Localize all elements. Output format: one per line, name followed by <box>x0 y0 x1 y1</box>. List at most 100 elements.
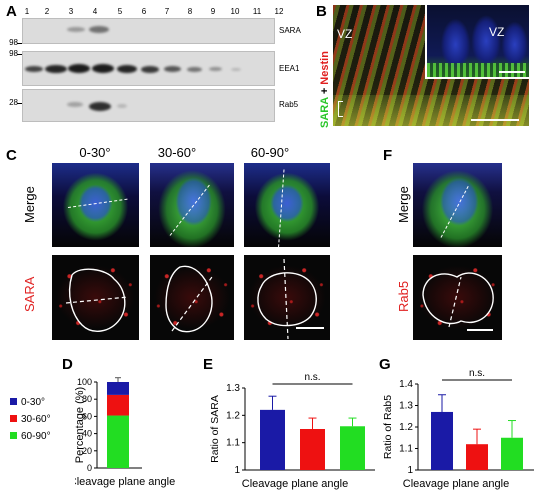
legend-entry: 30-60° <box>10 411 51 428</box>
y-tick-label: 1 <box>407 465 413 476</box>
lane-number: 12 <box>274 7 284 16</box>
lane-number: 3 <box>68 7 74 16</box>
vz-bracket <box>338 101 343 117</box>
chart-g: 1 1.1 1.2 1.3 1.4 n.s. Ratio of Rab5 Cleavage p… <box>382 368 534 490</box>
cell-image-merge-rab5 <box>413 163 502 247</box>
panel-label-g: G <box>379 356 391 373</box>
y-tick-label: 80 <box>82 394 92 404</box>
panel-label-a: A <box>6 3 17 20</box>
panel-label-b: B <box>316 3 327 20</box>
lane-number: 10 <box>230 7 240 16</box>
lane-number: 7 <box>164 7 170 16</box>
stain-legend: SARA + Nestin <box>319 38 333 128</box>
column-title: 30-60° <box>157 145 197 160</box>
cell-outline <box>422 272 494 328</box>
cell-image-merge-60-90 <box>244 163 330 247</box>
bar-segment <box>107 382 129 395</box>
y-tick-label: 1.3 <box>226 383 240 394</box>
lane-number: 5 <box>117 7 123 16</box>
y-tick-label: 1.2 <box>399 422 413 433</box>
mw-marker: 98 <box>9 38 18 47</box>
bar-segment <box>107 415 129 468</box>
mw-marker: 28 <box>9 98 18 107</box>
inset-image: VZ <box>425 5 529 79</box>
chart-d-legend: 0-30° 30-60° 60-90° <box>10 394 51 445</box>
blot-lane-numbers: 1 2 3 4 5 6 7 8 9 10 11 12 <box>20 7 284 17</box>
significance-label: n.s. <box>304 372 320 383</box>
y-tick-label: 1.4 <box>399 379 413 390</box>
cell-outline <box>65 268 129 332</box>
panel-label-d: D <box>62 356 73 373</box>
vz-label-inset: VZ <box>489 25 505 39</box>
vz-label: VZ <box>337 27 353 41</box>
panel-label-c: C <box>6 147 17 164</box>
cell-image-merge-30-60 <box>150 163 234 247</box>
lane-number: 4 <box>92 7 98 16</box>
column-title: 0-30° <box>79 145 111 160</box>
panel-label-f: F <box>383 147 393 164</box>
row-title-rab5: Rab5 <box>396 280 411 312</box>
row-title-merge: Merge <box>22 186 37 223</box>
stain-red-label: Nestin <box>319 51 331 85</box>
y-tick-label: 20 <box>82 446 92 456</box>
blot-row-label: Rab5 <box>279 100 299 109</box>
x-axis-label: Cleavage plane angle <box>242 478 348 490</box>
mw-tick <box>17 54 22 55</box>
bar <box>501 437 523 470</box>
y-tick-label: 100 <box>77 377 92 387</box>
cell-outline <box>165 265 213 333</box>
stain-plus: + <box>319 84 331 98</box>
significance-label: n.s. <box>469 368 485 379</box>
cell-image-rab5 <box>413 255 502 340</box>
tissue-image: VZ VZ <box>333 5 529 126</box>
blot-row-label: SARA <box>279 26 301 35</box>
y-axis-label: Percentage (%) <box>75 387 86 463</box>
y-tick-label: 60 <box>82 411 92 421</box>
inset-scale-bar <box>499 71 525 73</box>
y-tick-label: 1 <box>234 465 240 476</box>
legend-entry: 60-90° <box>10 428 51 445</box>
cell-image-sara-60-90 <box>244 255 330 340</box>
scale-bar <box>467 329 493 331</box>
blot-strip-eea1 <box>22 51 275 86</box>
row-title-merge: Merge <box>396 186 411 223</box>
lane-number: 2 <box>44 7 50 16</box>
cell-outline <box>257 258 317 340</box>
mw-tick <box>17 43 22 44</box>
column-title: 60-90° <box>250 145 290 160</box>
y-tick-label: 1.1 <box>226 438 240 449</box>
y-tick-label: 40 <box>82 429 92 439</box>
blot-strip-sara <box>22 18 275 44</box>
y-tick-label: 0 <box>87 463 92 473</box>
x-axis-label: Cleavage plane angle <box>403 478 509 490</box>
cell-image-merge-0-30 <box>52 163 139 247</box>
cell-image-sara-0-30 <box>52 255 139 340</box>
cell-image-sara-30-60 <box>150 255 234 340</box>
row-title-sara: SARA <box>22 276 37 312</box>
stain-green-label: SARA <box>319 97 331 128</box>
y-tick-label: 1.2 <box>226 410 240 421</box>
lane-number: 9 <box>210 7 216 16</box>
mw-tick <box>17 103 22 104</box>
legend-entry: 0-30° <box>10 394 51 411</box>
scale-bar <box>296 327 324 329</box>
y-tick-label: 1.1 <box>399 444 413 455</box>
bar <box>260 409 285 470</box>
mw-marker: 98 <box>9 49 18 58</box>
bar <box>340 426 365 470</box>
y-axis-label: Ratio of SARA <box>209 395 221 463</box>
x-axis-label: Cleavage plane angle <box>75 476 175 488</box>
chart-e: 1 1.1 1.2 1.3 n.s. Ratio of SARA Cleavage plan… <box>209 372 375 490</box>
bar-segment <box>107 394 129 416</box>
y-axis-label: Ratio of Rab5 <box>382 395 394 459</box>
lane-number: 1 <box>24 7 30 16</box>
bar <box>300 429 325 470</box>
lane-number: 11 <box>252 7 262 16</box>
scale-bar <box>471 119 519 121</box>
bar <box>431 411 453 470</box>
panel-label-e: E <box>203 356 214 373</box>
lane-number: 6 <box>141 7 147 16</box>
blot-strip-rab5 <box>22 89 275 122</box>
lane-number: 8 <box>187 7 193 16</box>
